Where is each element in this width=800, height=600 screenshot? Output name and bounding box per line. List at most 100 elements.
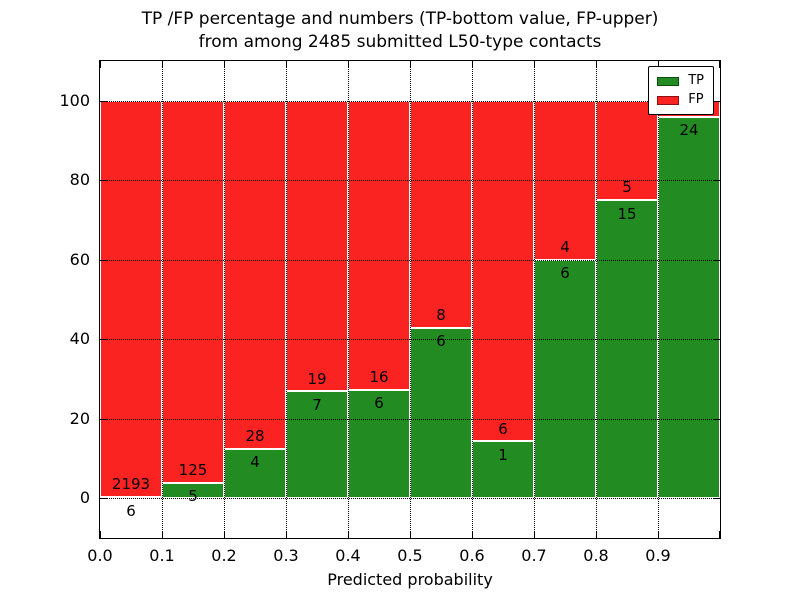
y-tick-mark bbox=[100, 498, 107, 500]
bar-label-tp: 6 bbox=[436, 332, 446, 351]
y-tick-mark bbox=[100, 180, 107, 182]
x-tick-mark bbox=[596, 531, 597, 538]
bar-segment-fp bbox=[286, 100, 348, 392]
x-tick-mark-top bbox=[719, 61, 720, 68]
bar-segment-fp bbox=[100, 100, 162, 498]
bar-label-tp: 1 bbox=[498, 445, 508, 464]
y-tick-mark bbox=[100, 100, 107, 102]
bar-label-fp: 8 bbox=[436, 306, 446, 325]
bar-segment-fp bbox=[348, 100, 410, 390]
x-tick-mark-top bbox=[534, 61, 535, 68]
gridline-horizontal bbox=[100, 100, 720, 102]
bar-label-tp: 6 bbox=[374, 394, 384, 413]
bar-segment-fp bbox=[224, 100, 286, 449]
bar-label-tp: 24 bbox=[679, 121, 699, 140]
gridline-vertical bbox=[224, 61, 225, 538]
bar-label-fp: 6 bbox=[498, 419, 508, 438]
bar-label-tp: 7 bbox=[312, 395, 322, 414]
legend-item-tp: TP bbox=[657, 74, 704, 88]
y-tick-mark-right bbox=[713, 180, 720, 182]
gridline-vertical bbox=[410, 61, 411, 538]
x-tick-label: 0.8 bbox=[583, 546, 609, 565]
x-tick-label: 0.3 bbox=[273, 546, 299, 565]
bar-label-fp: 16 bbox=[369, 368, 389, 387]
gridline-horizontal bbox=[100, 259, 720, 261]
x-tick-mark-top bbox=[224, 61, 225, 68]
gridline-vertical bbox=[658, 61, 659, 538]
bar-segment-tp bbox=[410, 327, 472, 499]
gridline-vertical bbox=[534, 61, 535, 538]
gridline-vertical bbox=[286, 61, 287, 538]
x-tick-label: 0.9 bbox=[645, 546, 671, 565]
x-axis-label: Predicted probability bbox=[327, 570, 493, 589]
bar-segment-tp bbox=[286, 391, 348, 499]
x-tick-label: 0.2 bbox=[211, 546, 237, 565]
y-tick-label: 100 bbox=[59, 90, 90, 110]
bar-segment-fp bbox=[410, 100, 472, 328]
x-tick-mark-top bbox=[410, 61, 411, 68]
x-tick-mark bbox=[719, 531, 720, 538]
bar-segment-tp bbox=[596, 200, 658, 499]
x-tick-mark bbox=[100, 531, 101, 538]
gridline-vertical bbox=[472, 61, 473, 538]
y-tick-mark bbox=[100, 259, 107, 261]
y-tick-mark-right bbox=[713, 100, 720, 102]
x-tick-mark-top bbox=[472, 61, 473, 68]
x-tick-label: 0.5 bbox=[397, 546, 423, 565]
bar-segment-tp bbox=[658, 116, 720, 499]
gridline-horizontal bbox=[100, 498, 720, 500]
legend-label-fp: FP bbox=[688, 92, 704, 107]
gridline-vertical bbox=[348, 61, 349, 538]
x-tick-label: 0.0 bbox=[87, 546, 113, 565]
x-tick-mark bbox=[286, 531, 287, 538]
x-tick-label: 0.4 bbox=[335, 546, 361, 565]
bar-label-tp: 15 bbox=[617, 204, 637, 223]
bar-segment-fp bbox=[162, 100, 224, 483]
x-tick-mark-top bbox=[162, 61, 163, 68]
y-tick-mark bbox=[100, 339, 107, 341]
bar-label-fp: 2193 bbox=[111, 475, 151, 494]
x-tick-mark bbox=[534, 531, 535, 538]
bar-label-fp: 4 bbox=[560, 238, 570, 257]
x-tick-mark-top bbox=[596, 61, 597, 68]
bar-label-tp: 4 bbox=[250, 453, 260, 472]
chart-title-line2: from among 2485 submitted L50-type conta… bbox=[198, 32, 602, 52]
bar-label-tp: 5 bbox=[188, 487, 198, 506]
tp-color-swatch bbox=[657, 76, 680, 86]
y-tick-label: 20 bbox=[69, 408, 90, 428]
bar-label-fp: 28 bbox=[245, 426, 265, 445]
bar-label-fp: 5 bbox=[622, 178, 632, 197]
bar-label-tp: 6 bbox=[126, 501, 136, 520]
gridline-horizontal bbox=[100, 180, 720, 182]
x-tick-mark-top bbox=[286, 61, 287, 68]
x-tick-mark-top bbox=[348, 61, 349, 68]
bar-segment-tp bbox=[534, 259, 596, 499]
gridline-vertical bbox=[162, 61, 163, 538]
plot-area: 2193 6 125 5 28 4 19 7 16 6 8 6 6 1 4 6 5 15 24 TP FP bbox=[99, 60, 721, 539]
x-tick-label: 0.1 bbox=[149, 546, 175, 565]
legend-item-fp: FP bbox=[657, 93, 704, 107]
y-tick-mark-right bbox=[713, 259, 720, 261]
x-tick-mark bbox=[658, 531, 659, 538]
y-tick-label: 40 bbox=[69, 329, 90, 349]
chart-title-line1: TP /FP percentage and numbers (TP-bottom… bbox=[141, 9, 659, 29]
bar-label-tp: 6 bbox=[560, 264, 570, 283]
x-tick-label: 0.7 bbox=[521, 546, 547, 565]
x-tick-mark-top bbox=[100, 61, 101, 68]
y-tick-mark-right bbox=[713, 418, 720, 420]
bar-segment-fp bbox=[472, 100, 534, 442]
x-tick-mark bbox=[348, 531, 349, 538]
x-tick-mark bbox=[224, 531, 225, 538]
y-tick-label: 80 bbox=[69, 170, 90, 190]
gridline-vertical bbox=[596, 61, 597, 538]
x-tick-mark bbox=[410, 531, 411, 538]
y-tick-mark-right bbox=[713, 498, 720, 500]
bar-label-fp: 19 bbox=[307, 369, 327, 388]
y-tick-mark bbox=[100, 418, 107, 420]
gridline-horizontal bbox=[100, 418, 720, 420]
x-tick-mark bbox=[472, 531, 473, 538]
y-tick-label: 60 bbox=[69, 249, 90, 269]
bar-segment-tp bbox=[224, 448, 286, 499]
y-tick-label: 0 bbox=[79, 488, 90, 508]
